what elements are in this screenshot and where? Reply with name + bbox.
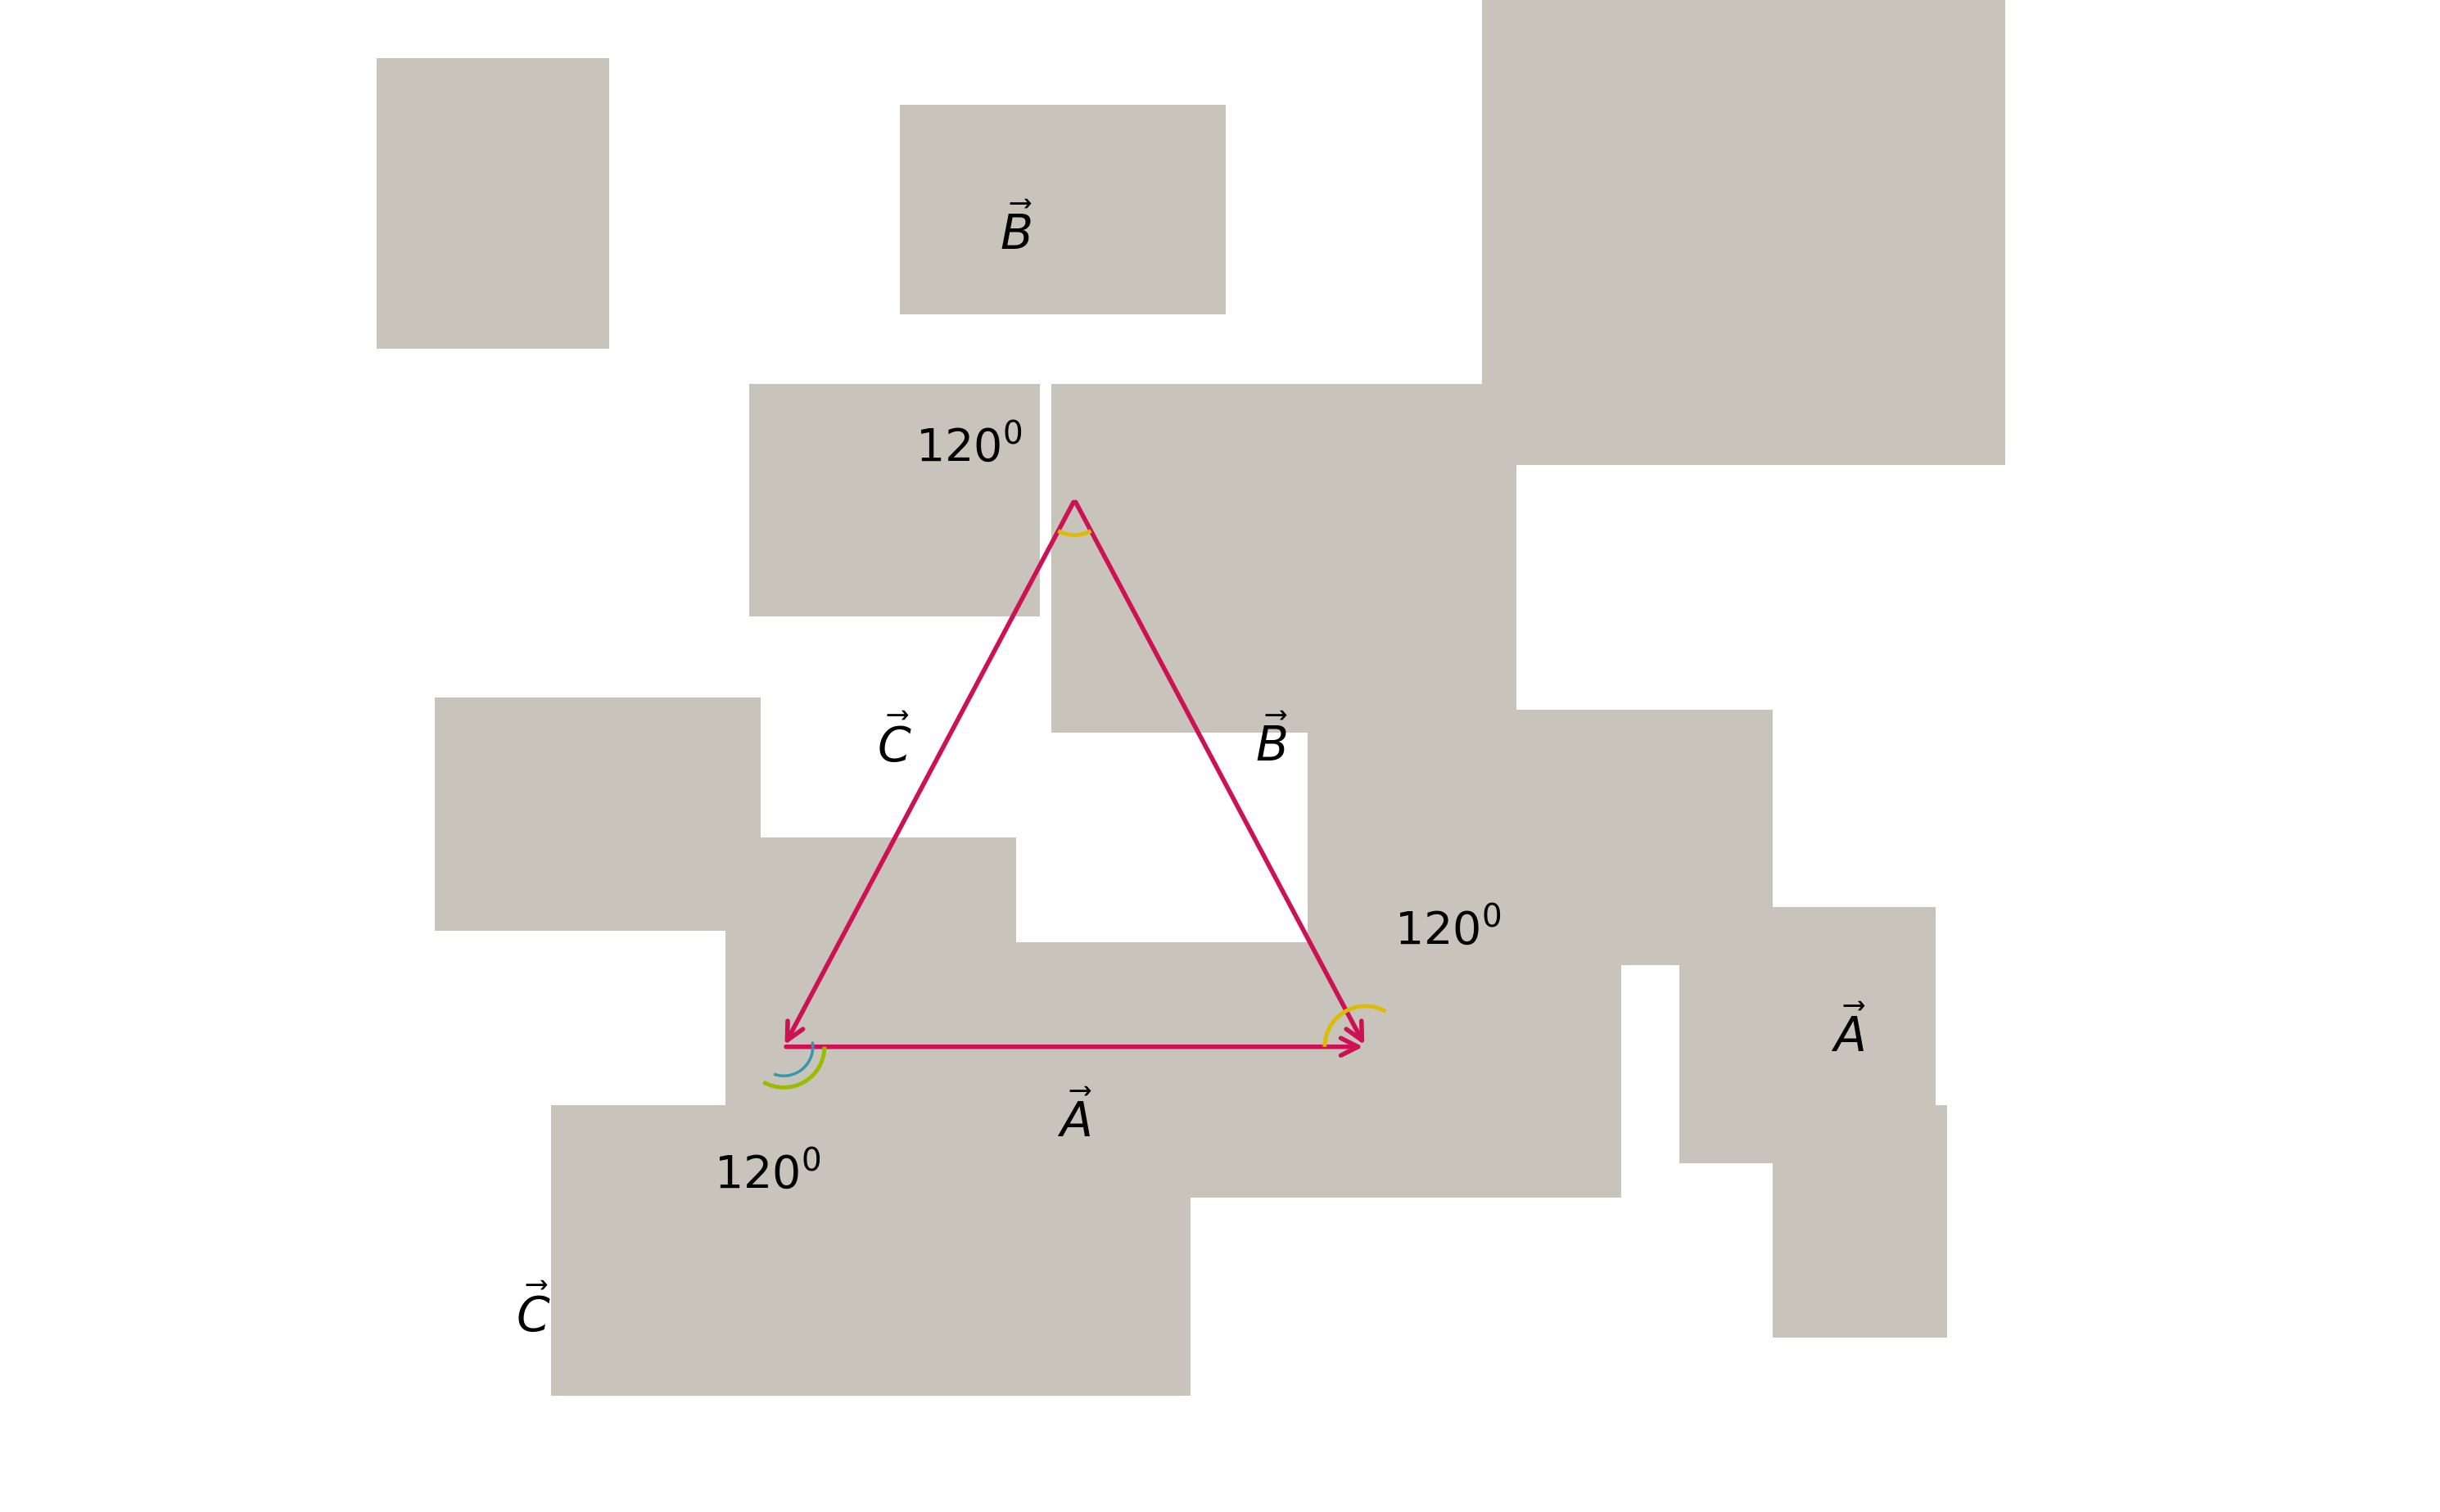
Bar — [1052, 384, 1518, 733]
Bar — [551, 1105, 1191, 1396]
Text: $\vec{C}$: $\vec{C}$ — [517, 1287, 551, 1343]
Text: $\vec{B}$: $\vec{B}$ — [1000, 206, 1032, 260]
Text: $\vec{B}$: $\vec{B}$ — [1254, 717, 1288, 771]
Bar — [1679, 907, 1935, 1163]
Bar — [1771, 1105, 1947, 1338]
Text: $120^0$: $120^0$ — [715, 1152, 820, 1198]
Text: $120^0$: $120^0$ — [1396, 907, 1501, 953]
Bar — [981, 942, 1620, 1198]
Bar — [1481, 0, 2006, 466]
Bar — [376, 57, 610, 349]
Bar — [900, 104, 1225, 314]
Bar — [749, 384, 1039, 617]
Bar — [434, 699, 761, 930]
Text: $\vec{A}$: $\vec{A}$ — [1057, 1093, 1093, 1148]
Bar — [725, 838, 1017, 1128]
Text: $120^0$: $120^0$ — [915, 425, 1022, 472]
Text: $\vec{A}$: $\vec{A}$ — [1830, 1009, 1867, 1061]
Text: $\vec{C}$: $\vec{C}$ — [876, 717, 913, 773]
Bar — [1308, 709, 1771, 965]
